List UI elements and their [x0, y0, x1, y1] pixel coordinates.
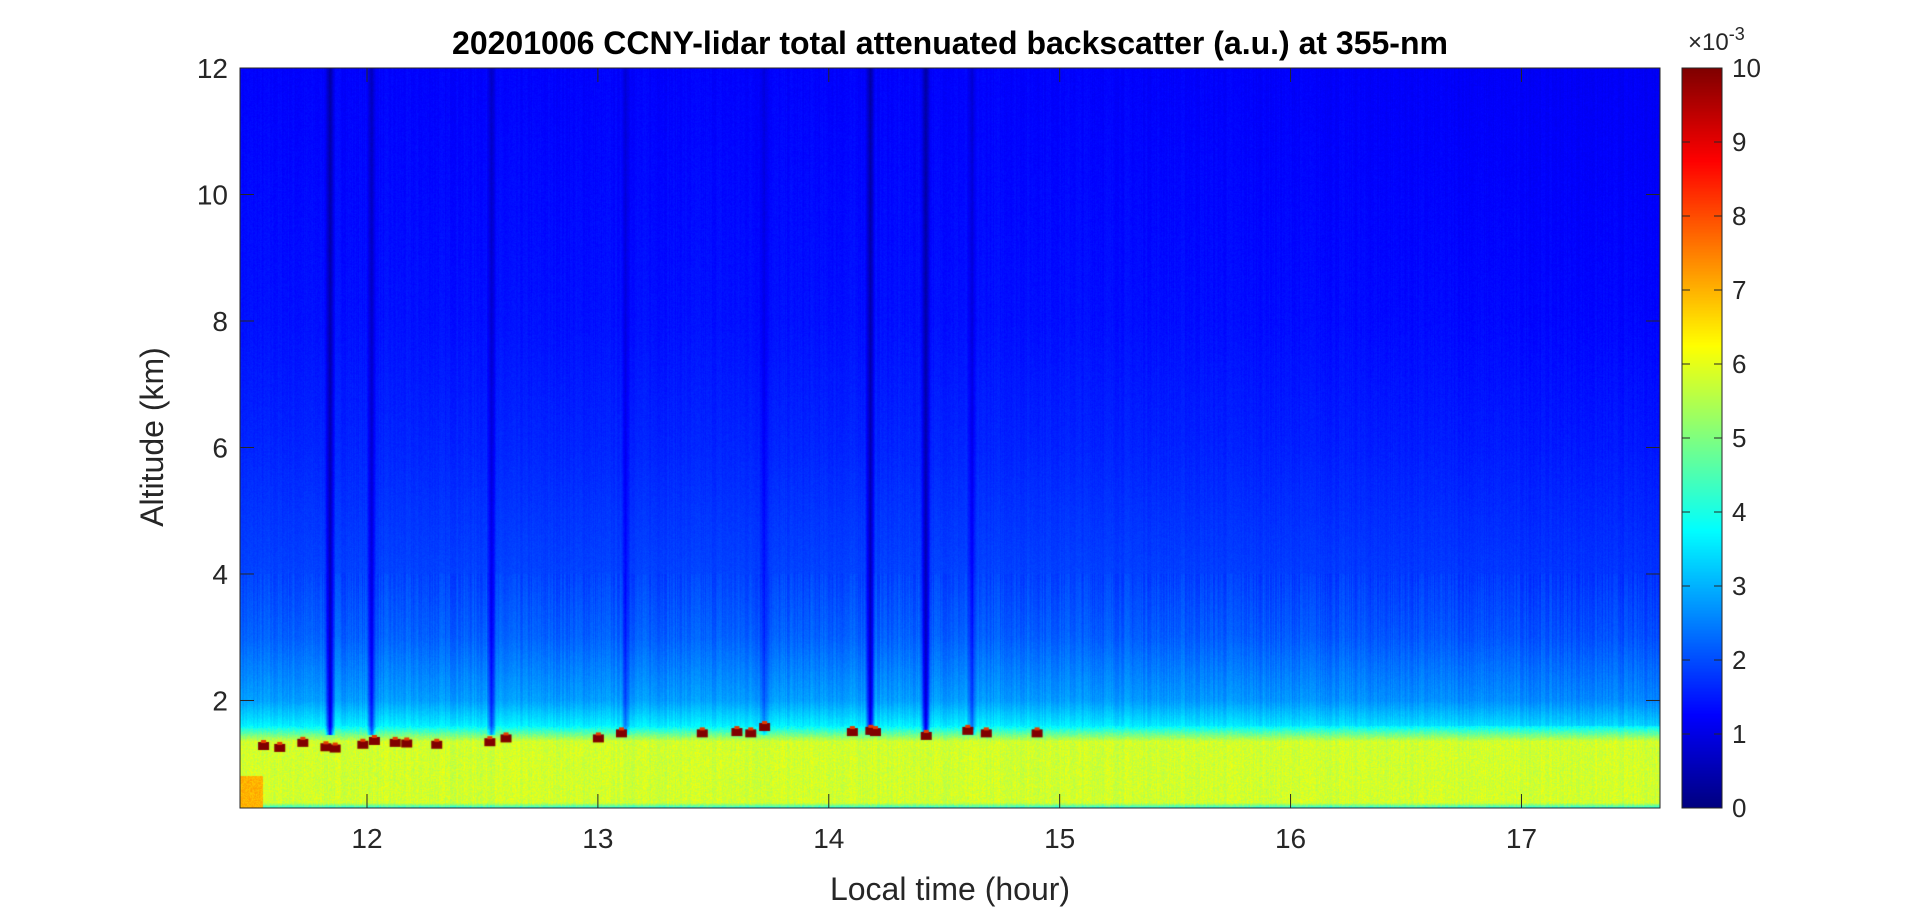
- y-tick-label: 10: [197, 179, 228, 210]
- y-tick-label: 12: [197, 53, 228, 84]
- colorbar-tick-label: 8: [1732, 201, 1746, 231]
- y-tick-label: 6: [212, 432, 228, 463]
- colorbar-tick-label: 2: [1732, 645, 1746, 675]
- colorbar-tick-label: 1: [1732, 719, 1746, 749]
- x-tick-label: 15: [1044, 823, 1075, 854]
- x-tick-label: 12: [351, 823, 382, 854]
- colorbar-tick-label: 4: [1732, 497, 1746, 527]
- colorbar-tick-label: 10: [1732, 53, 1761, 83]
- x-tick-label: 13: [582, 823, 613, 854]
- y-tick-label: 2: [212, 685, 228, 716]
- colorbar-axis: 0 1 2 3 4 5 6 7 8 9 10: [1681, 53, 1761, 823]
- colorbar-tick-label: 9: [1732, 127, 1746, 157]
- colorbar-multiplier: ×10-3: [1688, 24, 1745, 56]
- x-tick-label: 17: [1506, 823, 1537, 854]
- chart-title: 20201006 CCNY-lidar total attenuated bac…: [452, 25, 1448, 61]
- y-tick-label: 8: [212, 306, 228, 337]
- y-tick-label: 4: [212, 559, 228, 590]
- x-axis: 12 13 14 15 16 17: [351, 68, 1537, 854]
- y-axis: 2 4 6 8 10 12: [197, 53, 1660, 716]
- colorbar-tick-label: 7: [1732, 275, 1746, 305]
- plot-border: [239, 67, 1661, 809]
- colorbar-tick-label: 3: [1732, 571, 1746, 601]
- plot-frame: [239, 67, 1661, 809]
- colorbar-tick-label: 6: [1732, 349, 1746, 379]
- x-tick-label: 14: [813, 823, 844, 854]
- colorbar-tick-label: 5: [1732, 423, 1746, 453]
- x-axis-label: Local time (hour): [830, 871, 1070, 907]
- x-tick-label: 16: [1275, 823, 1306, 854]
- colorbar-tick-label: 0: [1732, 793, 1746, 823]
- y-axis-label: Altitude (km): [134, 347, 170, 527]
- plot-area: [240, 68, 1660, 808]
